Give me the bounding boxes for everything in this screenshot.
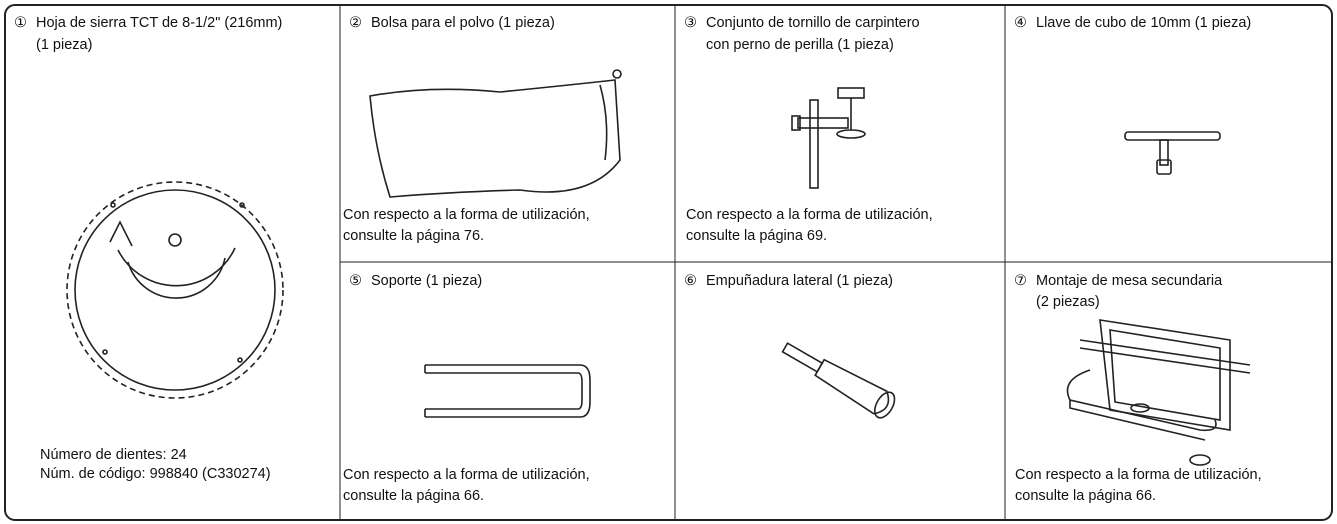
item-number: ①	[14, 15, 27, 31]
item-title: Hoja de sierra TCT de 8-1/2" (216mm)	[36, 15, 283, 31]
item-note: Con respecto a la forma de utilización,	[686, 207, 933, 223]
item-note: Con respecto a la forma de utilización,	[343, 207, 590, 223]
item-note: consulte la página 76.	[343, 228, 485, 244]
vise-illustration	[791, 87, 866, 189]
dust-bag-illustration	[369, 69, 622, 198]
item-number: ③	[684, 15, 697, 31]
holder-illustration	[424, 364, 591, 418]
item-title: (1 pieza)	[36, 37, 93, 53]
item-note: Con respecto a la forma de utilización,	[1015, 467, 1262, 483]
item-title: Llave de cubo de 10mm (1 pieza)	[1036, 15, 1252, 31]
item-title: Montaje de mesa secundaria	[1036, 273, 1223, 289]
side-handle-illustration	[781, 342, 896, 419]
item-title: Soporte (1 pieza)	[371, 273, 483, 289]
item-number: ④	[1014, 15, 1027, 31]
item-note: consulte la página 66.	[1015, 488, 1157, 504]
item-note: consulte la página 66.	[343, 488, 485, 504]
item-note: Número de dientes: 24	[40, 447, 187, 463]
item-title: Conjunto de tornillo de carpintero	[706, 15, 920, 31]
item-number: ⑤	[349, 273, 362, 289]
item-number: ⑥	[684, 273, 697, 289]
item-number: ②	[349, 15, 362, 31]
item-note: consulte la página 69.	[686, 228, 828, 244]
sub-table-illustration	[1066, 319, 1251, 466]
item-title: Bolsa para el polvo (1 pieza)	[371, 15, 555, 31]
wrench-illustration	[1124, 131, 1221, 175]
item-number: ⑦	[1014, 273, 1027, 289]
grid-lines	[339, 5, 1332, 520]
item-title: (2 piezas)	[1036, 294, 1100, 310]
item-title: con perno de perilla (1 pieza)	[706, 37, 894, 53]
item-note: Núm. de código: 998840 (C330274)	[40, 466, 271, 482]
saw-blade-illustration	[66, 181, 284, 399]
item-title: Empuñadura lateral (1 pieza)	[706, 273, 893, 289]
item-note: Con respecto a la forma de utilización,	[343, 467, 590, 483]
